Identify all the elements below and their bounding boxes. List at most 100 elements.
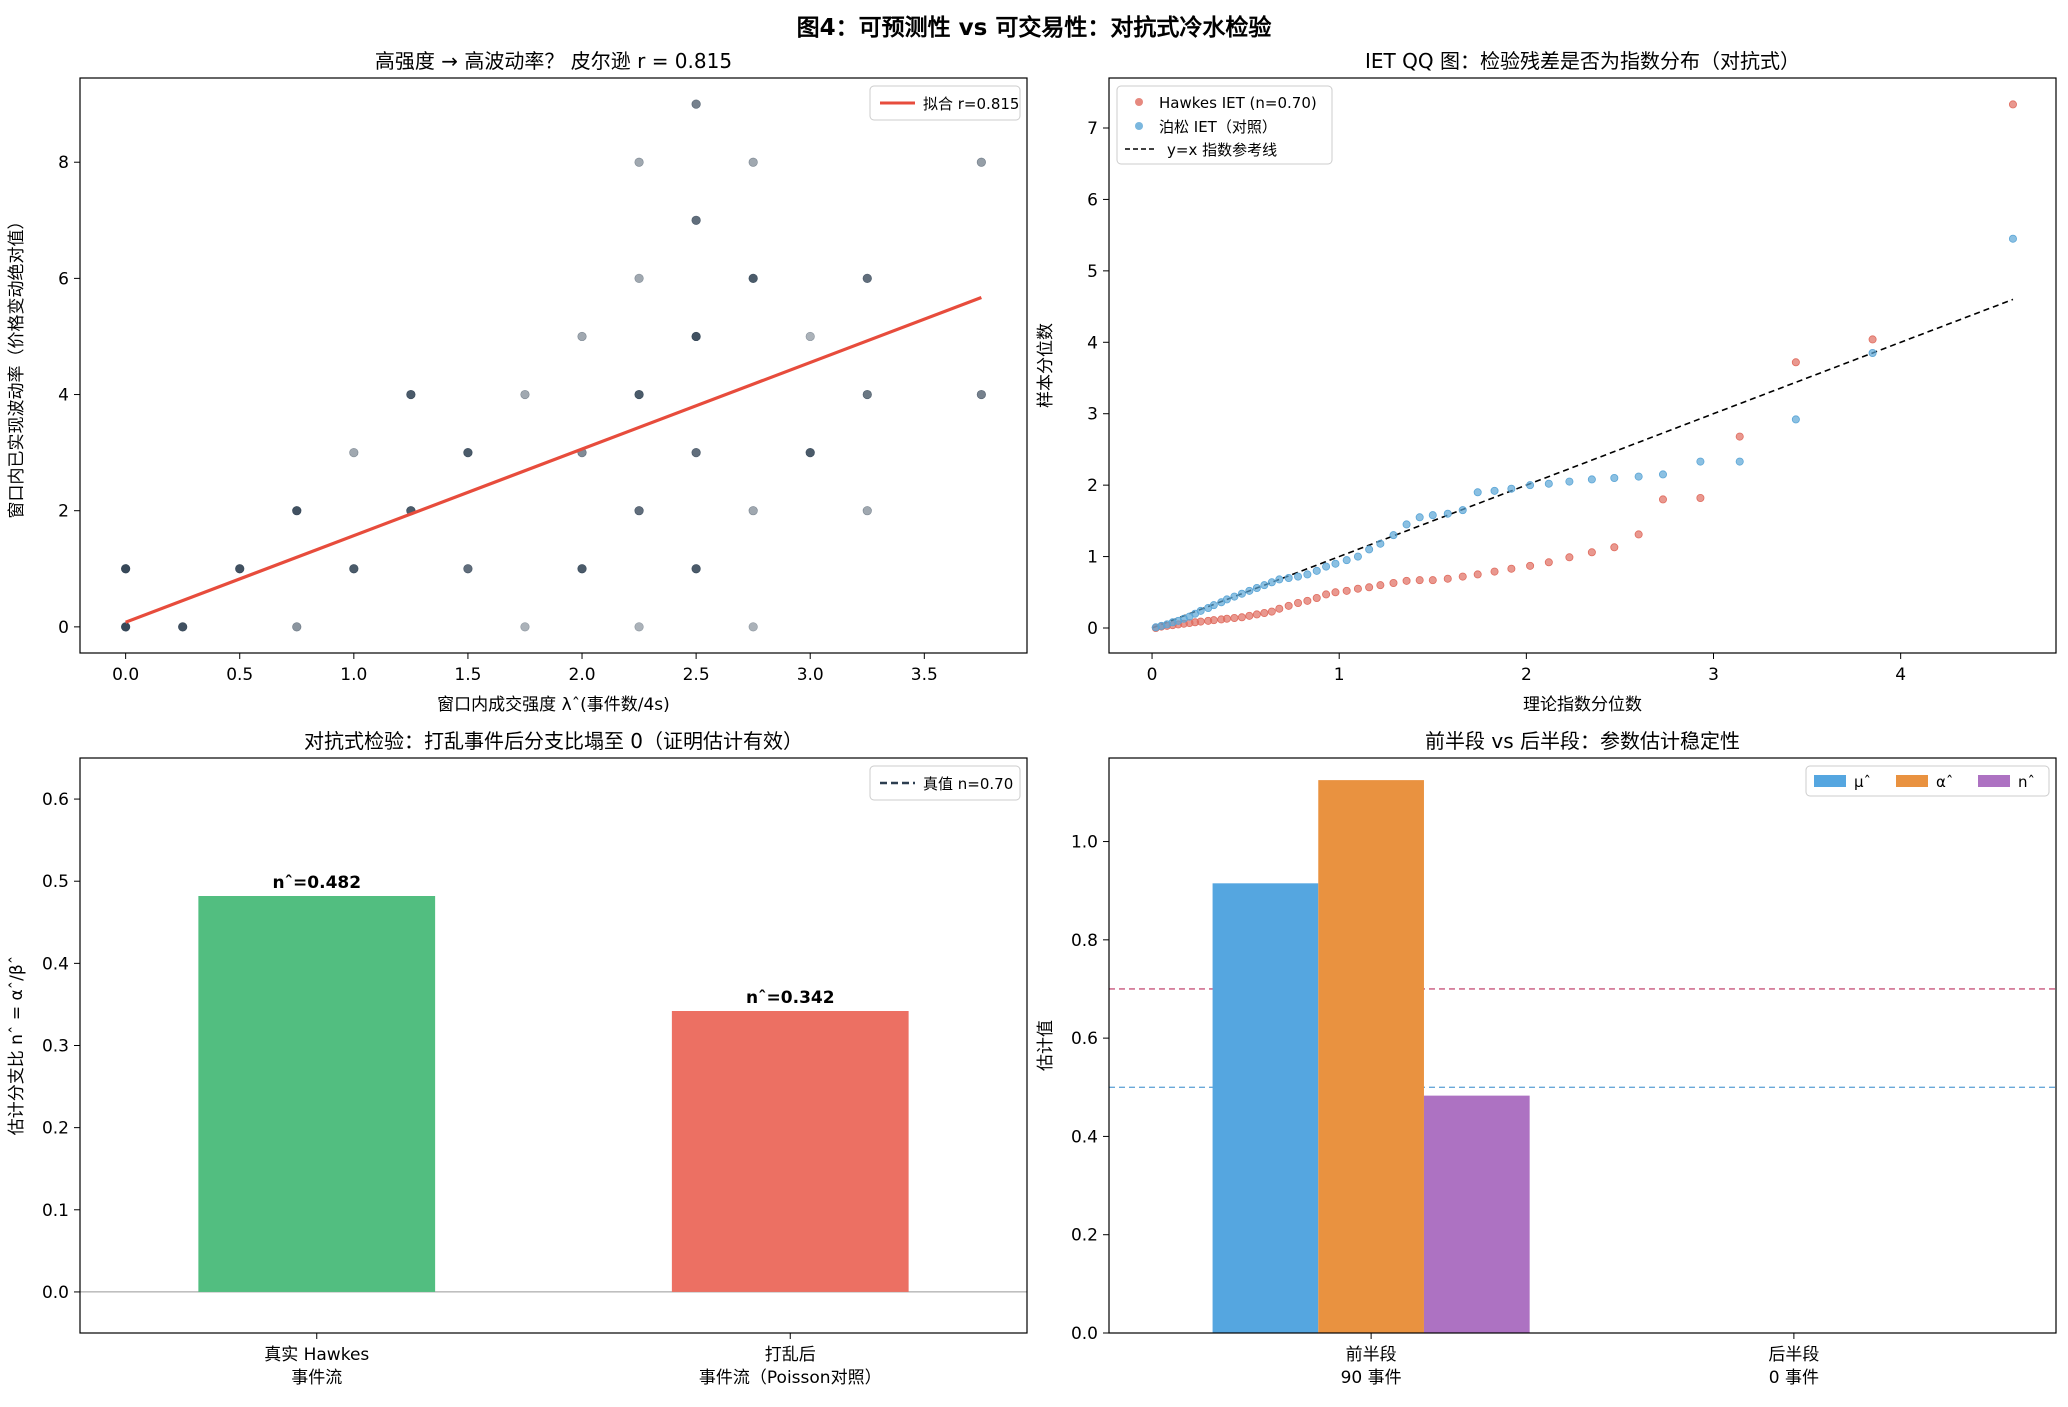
scatter-point: [634, 622, 644, 632]
hawkes-qq-point: [1507, 564, 1516, 573]
poisson-qq-point: [1267, 578, 1276, 587]
scatter-point: [634, 506, 644, 516]
plot-area: [1109, 78, 2056, 653]
scatter-point: [349, 448, 359, 458]
poisson-qq-point: [1402, 520, 1411, 529]
scatter-point: [577, 564, 587, 574]
poisson-qq-point: [1245, 586, 1254, 595]
poisson-qq-point: [1275, 575, 1284, 584]
scatter-point: [691, 215, 701, 225]
poisson-qq-point: [1565, 477, 1574, 486]
x-tick-label: 3: [1708, 665, 1719, 685]
legend-swatch: [1896, 775, 1928, 787]
legend-box: [1116, 85, 1333, 165]
axes-frame: [1108, 757, 2057, 1334]
y-tick-label: 5: [1087, 262, 1098, 282]
poisson-qq-point: [1634, 472, 1643, 481]
y-tick-label: 0.2: [42, 1119, 69, 1139]
axes-frame: [1108, 77, 2057, 654]
hawkes-qq-point: [1245, 611, 1254, 620]
poisson-qq-point: [1294, 572, 1303, 581]
hawkes-qq-point: [1267, 607, 1276, 616]
scatter-point: [235, 564, 245, 574]
legend-label: μˆ: [1854, 773, 1871, 791]
poisson-qq-point: [1331, 559, 1340, 568]
poisson-qq-point: [1735, 457, 1744, 466]
legend-label: nˆ: [2018, 773, 2035, 791]
category-sublabel: 事件流: [291, 1368, 342, 1388]
y-tick-label: 7: [1087, 119, 1098, 139]
panel-2: IET QQ 图：检验残差是否为指数分布（对抗式） 理论指数分位数 样本分位数 0 1 2…: [1036, 49, 2057, 715]
y-tick-label: 1.0: [1071, 833, 1098, 853]
hawkes-qq-point: [1389, 579, 1398, 588]
poisson-qq-point: [1415, 513, 1424, 522]
hawkes-qq-point: [1353, 584, 1362, 593]
hawkes-qq-point: [1696, 493, 1705, 502]
poisson-qq-point: [1458, 506, 1467, 515]
legend-box: [869, 765, 1021, 801]
scatter-point: [976, 389, 986, 400]
hawkes-qq-point: [1443, 574, 1452, 583]
hawkes-qq-point: [1237, 613, 1246, 622]
scatter-point: [862, 506, 872, 516]
category-sublabel: 90 事件: [1341, 1368, 1402, 1388]
hawkes-qq-point: [1658, 495, 1667, 504]
hawkes-qq-point: [1791, 358, 1800, 367]
poisson-qq-point: [1252, 584, 1261, 593]
poisson-qq-point: [1507, 484, 1516, 493]
y-axis-label: 估计值: [1036, 1020, 1056, 1071]
poisson-qq-point: [1237, 589, 1246, 598]
x-tick-label: 2: [1521, 665, 1532, 685]
legend-box: [869, 85, 1021, 121]
y-axis-label: 估计分支比 nˆ = αˆ/βˆ: [7, 956, 27, 1136]
scatter-point: [748, 622, 758, 632]
scatter-point: [691, 331, 701, 342]
y-tick-label: 0.4: [1071, 1127, 1098, 1147]
y-tick-label: 6: [1087, 190, 1098, 210]
poisson-qq-point: [1473, 488, 1482, 497]
scatter-point: [520, 622, 530, 632]
hawkes-qq-point: [1473, 570, 1482, 579]
hawkes-qq-point: [1587, 548, 1596, 557]
scatter-point: [634, 157, 644, 167]
poisson-qq-point: [1222, 595, 1231, 604]
category-label: 打乱后: [765, 1345, 816, 1365]
legend-poisson-swatch: [1135, 122, 1143, 130]
hawkes-qq-point: [1868, 335, 1877, 344]
poisson-qq-point: [1791, 415, 1800, 424]
poisson-qq-point: [1610, 473, 1619, 482]
poisson-qq-point: [2008, 234, 2017, 243]
axes-frame: [79, 77, 1028, 654]
y-tick-label: 0: [58, 618, 69, 638]
y-tick-label: 8: [58, 153, 69, 173]
fit-line: [125, 296, 982, 624]
hawkes-qq-point: [1634, 530, 1643, 539]
hawkes-qq-point: [1526, 561, 1535, 570]
poisson-qq-point: [1376, 539, 1385, 548]
hawkes-qq-point: [1565, 553, 1574, 562]
poisson-qq-point: [1196, 606, 1205, 615]
poisson-qq-point: [1428, 511, 1437, 520]
poisson-qq-point: [1322, 562, 1331, 571]
scatter-point: [691, 564, 701, 574]
scatter-point: [691, 99, 701, 109]
poisson-qq-point: [1658, 470, 1667, 479]
panel-title: 前半段 vs 后半段：参数估计稳定性: [1425, 729, 1740, 753]
legend-hawkes-label: Hawkes IET (n=0.70): [1159, 94, 1317, 112]
y-tick-label: 0.5: [42, 872, 69, 892]
scatter-point: [406, 389, 416, 400]
scatter-point: [805, 448, 815, 458]
panel-1: 高强度 → 高波动率？ 皮尔逊 r = 0.815 窗口内成交强度 λˆ(事件数/…: [7, 49, 1028, 715]
scatter-point: [691, 448, 701, 458]
scatter-point: [292, 506, 302, 516]
legend-label: αˆ: [1936, 773, 1953, 791]
hawkes-qq-point: [1610, 543, 1619, 552]
legend-ref-label: y=x 指数参考线: [1167, 141, 1277, 159]
x-tick-label: 1.0: [340, 665, 367, 685]
poisson-qq-point: [1696, 457, 1705, 466]
scatter-point: [862, 273, 872, 283]
scatter-point: [121, 622, 131, 632]
legend-hawkes-swatch: [1135, 98, 1143, 106]
x-tick-label: 1: [1334, 665, 1345, 685]
